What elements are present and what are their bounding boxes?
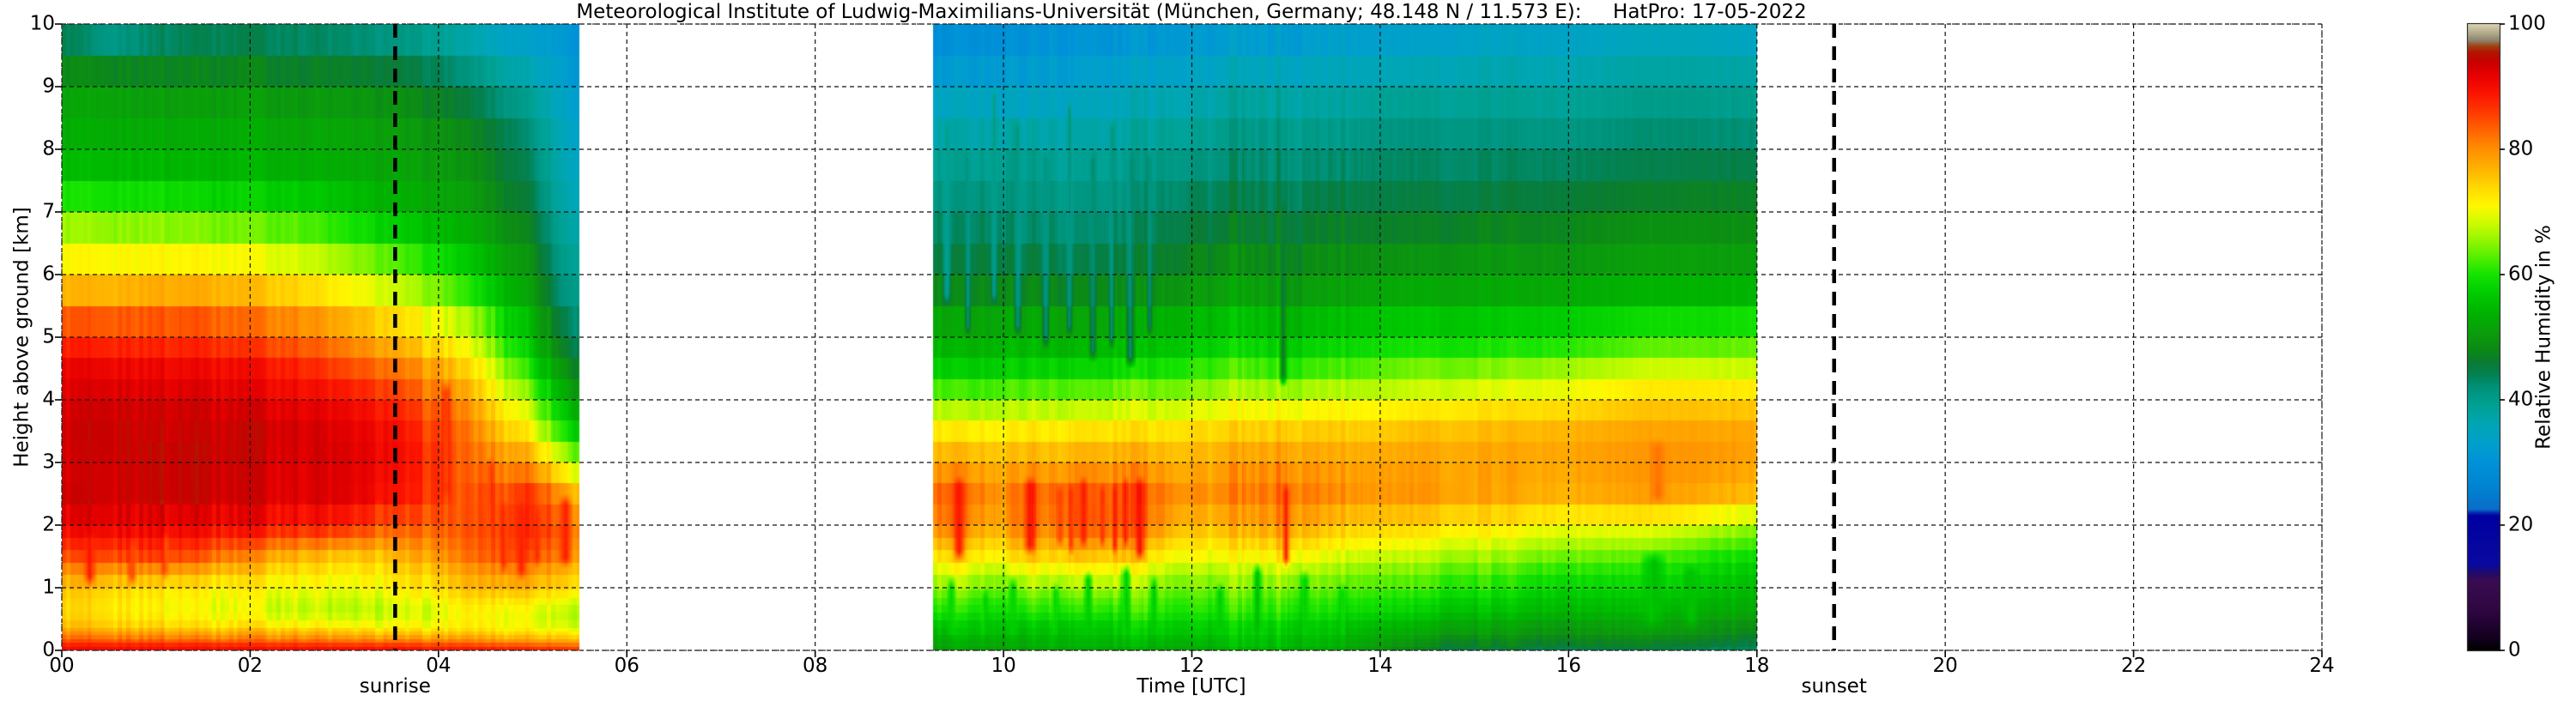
y-tick-label: 0	[42, 638, 55, 662]
sunset-annotation: sunset	[1801, 675, 1867, 698]
colorbar-tick-label: 0	[2508, 638, 2521, 662]
x-tick-label: 20	[1932, 655, 1958, 677]
y-tick-label: 5	[42, 325, 55, 348]
y-tick-label: 1	[42, 576, 55, 599]
x-tick-label: 04	[426, 655, 452, 677]
humidity-heatmap	[62, 24, 2322, 650]
colorbar-tick-label: 100	[2508, 12, 2546, 35]
y-tick-label: 3	[42, 450, 55, 474]
y-tick-label: 6	[42, 263, 55, 286]
colorbar	[2468, 24, 2500, 650]
y-tick-label: 4	[42, 388, 55, 411]
colorbar-tick-label: 80	[2508, 137, 2534, 160]
x-tick-label: 10	[991, 655, 1016, 677]
x-axis-label: Time [UTC]	[1136, 675, 1246, 698]
x-tick-label: 24	[2309, 655, 2335, 677]
x-tick-label: 00	[49, 655, 75, 677]
x-tick-label: 22	[2120, 655, 2147, 677]
y-tick-label: 2	[42, 513, 55, 536]
x-tick-label: 18	[1744, 655, 1770, 677]
colorbar-label: Relative Humidity in %	[2532, 225, 2555, 450]
colorbar-tick-label: 20	[2508, 513, 2534, 536]
colorbar-tick-label: 40	[2508, 388, 2534, 411]
x-tick-label: 02	[237, 655, 264, 677]
x-tick-label: 14	[1367, 655, 1393, 677]
y-tick-label: 10	[29, 12, 55, 35]
x-tick-label: 06	[614, 655, 639, 677]
sunrise-annotation: sunrise	[359, 675, 431, 698]
y-tick-label: 9	[42, 75, 55, 98]
x-tick-label: 16	[1555, 655, 1581, 677]
colorbar-tick-label: 60	[2508, 263, 2534, 286]
x-tick-label: 12	[1179, 655, 1205, 677]
y-tick-label: 7	[42, 200, 55, 223]
y-tick-label: 8	[42, 137, 55, 160]
chart-title: Meteorological Institute of Ludwig-Maxim…	[576, 1, 1807, 23]
x-tick-label: 08	[803, 655, 828, 677]
